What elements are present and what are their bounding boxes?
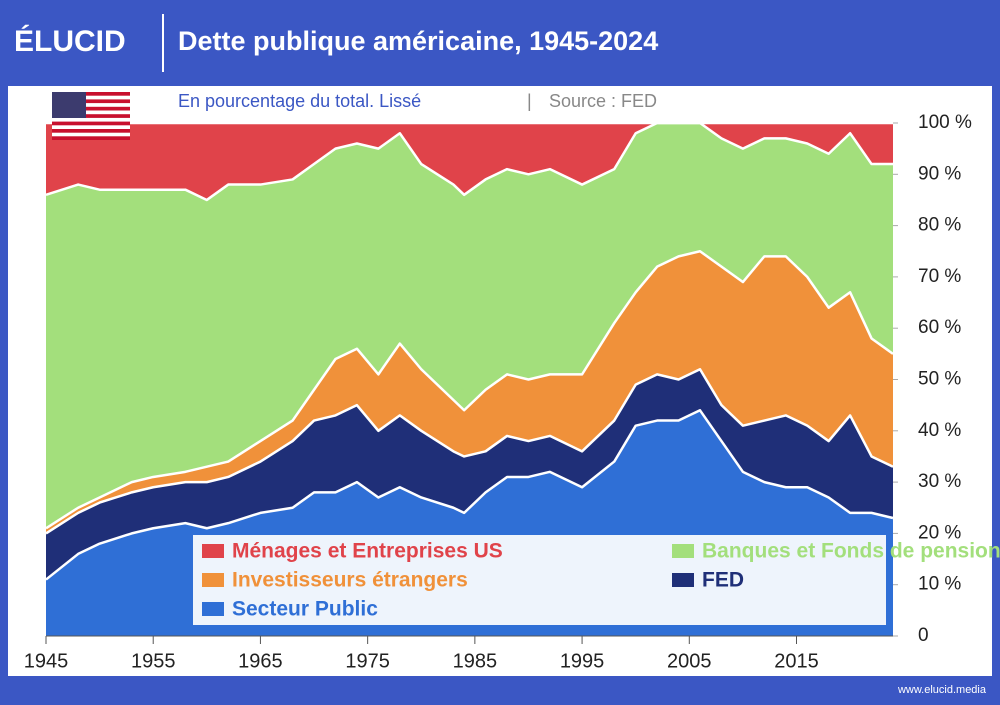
source: Source : FED: [549, 91, 657, 111]
series-edge: [45, 367, 894, 535]
separator: |: [527, 91, 532, 111]
y-tick-label: 70 %: [918, 266, 961, 287]
x-tick-label: 1975: [345, 650, 390, 672]
series-edge: [45, 409, 894, 581]
legend-label: Banques et Fonds de pension US: [702, 540, 1000, 563]
y-tick-label: 0: [918, 625, 929, 646]
flag: [52, 92, 130, 140]
legend-swatch: [672, 544, 694, 558]
y-tick-label: 40 %: [918, 420, 961, 441]
subtitle: En pourcentage du total. Lissé: [178, 91, 421, 111]
legend-label: FED: [702, 569, 744, 592]
x-tick-label: 1995: [560, 650, 605, 672]
y-tick-label: 80 %: [918, 215, 961, 236]
y-tick-label: 90 %: [918, 163, 961, 184]
series-edge: [45, 121, 893, 202]
chart-title: Dette publique américaine, 1945-2024: [178, 26, 658, 56]
y-tick-label: 20 %: [918, 522, 961, 543]
legend-swatch: [672, 573, 694, 587]
area-fill: [46, 123, 893, 529]
legend-swatch: [202, 602, 224, 616]
area-fill: [46, 123, 893, 200]
footer: www.elucid.media: [897, 684, 987, 696]
y-tick-label: 10 %: [918, 574, 961, 595]
x-tick-label: 2005: [667, 650, 712, 672]
legend-items: Ménages et Entreprises US Banques et Fond…: [202, 540, 1000, 621]
legend-swatch: [202, 573, 224, 587]
brand: ÉLUCID: [14, 24, 126, 58]
legend-swatch: [202, 544, 224, 558]
x-tick-label: 1945: [24, 650, 69, 672]
legend-label: Ménages et Entreprises US: [232, 540, 503, 563]
area-fill: [46, 251, 893, 534]
series-edge: [45, 250, 894, 530]
y-tick-label: 60 %: [918, 317, 961, 338]
y-tick-label: 100 %: [918, 112, 972, 133]
legend-label: Secteur Public: [232, 598, 378, 621]
legend: [193, 535, 886, 625]
y-tick-label: 50 %: [918, 369, 961, 390]
y-tick-label: 30 %: [918, 471, 961, 492]
x-tick-label: 1985: [453, 650, 498, 672]
x-tick-label: 1955: [131, 650, 176, 672]
legend-label: Investisseurs étrangers: [232, 569, 468, 592]
area-fill: [46, 369, 893, 580]
x-tick-label: 1965: [238, 650, 283, 672]
x-tick-label: 2015: [774, 650, 819, 672]
